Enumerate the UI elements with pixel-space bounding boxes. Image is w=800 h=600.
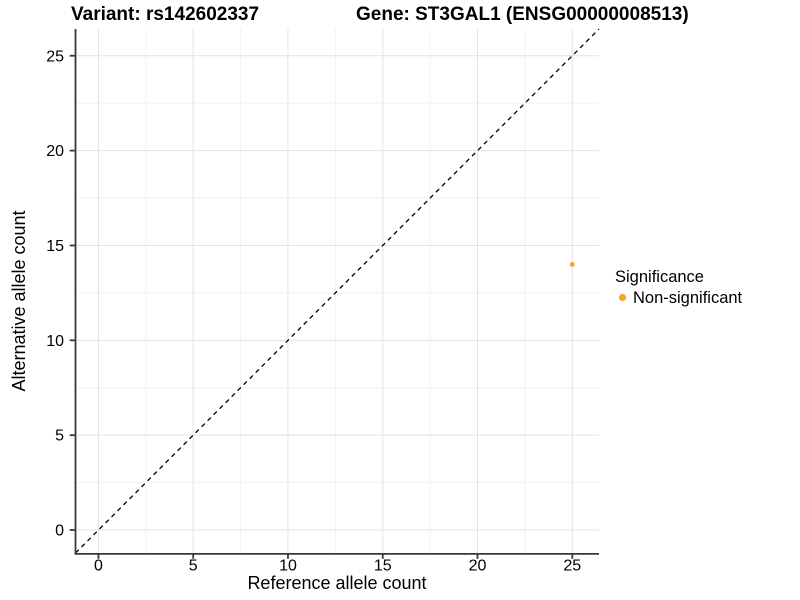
legend-title: Significance [615,268,704,286]
x-tick-label: 10 [279,558,297,575]
x-tick-label: 5 [189,558,198,575]
y-tick-label: 10 [46,333,64,350]
x-tick-labels: 0 5 10 15 20 25 [94,558,581,575]
chart-title-gene: Gene: ST3GAL1 (ENSG00000008513) [356,4,689,25]
y-tick-label: 5 [55,428,64,445]
y-tick-label: 15 [46,238,64,255]
legend-key-dot [618,293,627,302]
x-tick-label: 0 [94,558,103,575]
x-tick-label: 20 [469,558,487,575]
chart-title-variant: Variant: rs142602337 [71,4,259,25]
y-tick-label: 25 [46,48,64,65]
grid-minor-lines [75,29,599,553]
data-points [569,262,575,267]
y-tick-labels: 0 5 10 15 20 25 [46,48,64,539]
axis-tick-marks [69,54,574,559]
y-tick-label: 20 [46,143,64,160]
grid-major-lines [75,29,599,553]
y-axis-title: Alternative allele count [9,210,29,391]
x-axis-title: Reference allele count [247,573,426,593]
identity-reference-line [75,28,600,554]
x-tick-label: 15 [374,558,392,575]
y-tick-label: 0 [55,523,64,540]
legend: Significance Non-significant [615,268,743,307]
legend-item-label: Non-significant [633,289,743,307]
scatter-point [569,262,575,267]
x-tick-label: 25 [563,558,581,575]
